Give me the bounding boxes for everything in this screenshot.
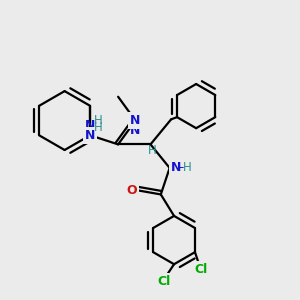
Text: Cl: Cl [194, 263, 208, 276]
Text: N: N [85, 129, 95, 142]
Text: N: N [130, 124, 141, 137]
Text: O: O [126, 184, 137, 196]
Text: H: H [94, 114, 103, 127]
Text: N: N [85, 119, 95, 132]
Text: N: N [171, 161, 181, 174]
Text: N: N [130, 114, 141, 127]
Text: H: H [94, 122, 103, 134]
Text: –: – [178, 161, 184, 174]
Text: H: H [183, 161, 192, 174]
Text: Cl: Cl [157, 275, 170, 288]
Text: H: H [148, 144, 156, 158]
